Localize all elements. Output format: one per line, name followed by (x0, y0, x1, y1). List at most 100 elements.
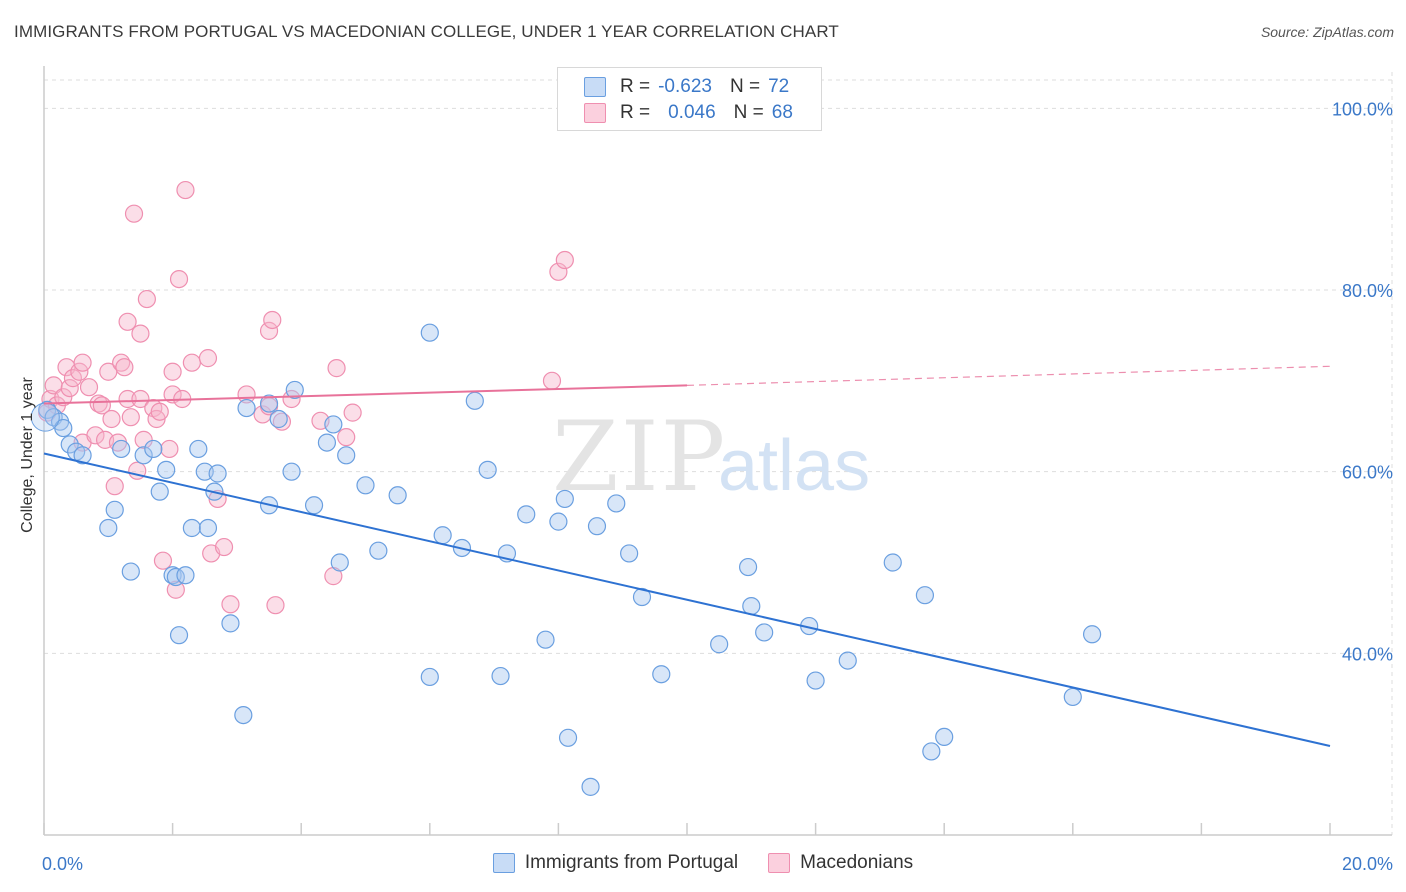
data-point (137, 289, 156, 309)
legend-swatch-blue (584, 77, 606, 97)
data-point (259, 394, 279, 413)
data-point (738, 557, 758, 577)
legend-swatch-pink (584, 103, 606, 123)
data-point (73, 446, 92, 465)
data-point (710, 635, 729, 654)
data-point (607, 494, 626, 513)
data-point (208, 464, 227, 483)
y-tick-label: 40.0% (1342, 644, 1393, 664)
data-point (549, 512, 568, 531)
data-point (237, 398, 256, 418)
data-point (176, 566, 195, 585)
watermark-zip: ZIP (552, 401, 727, 513)
legend-item-macedonians: Macedonians (768, 852, 913, 874)
data-point (337, 446, 356, 465)
data-point (221, 595, 240, 614)
data-point (121, 408, 140, 427)
y-tick-label: 60.0% (1342, 463, 1393, 483)
data-point (99, 518, 118, 538)
data-point (182, 518, 201, 538)
data-point (555, 489, 574, 509)
data-point (150, 482, 169, 501)
data-point (555, 250, 574, 270)
data-point (150, 402, 169, 421)
legend-n-value: 68 (771, 102, 793, 123)
data-point (118, 312, 137, 331)
data-point (73, 353, 92, 372)
data-point (935, 727, 954, 747)
data-point (163, 362, 182, 381)
legend-label-macedonians: Macedonians (800, 852, 914, 873)
data-point (285, 380, 304, 400)
data-point (282, 462, 301, 481)
data-point (189, 439, 208, 459)
legend-label-portugal: Immigrants from Portugal (524, 852, 739, 873)
data-point (304, 496, 324, 515)
data-point (121, 562, 140, 581)
data-point (134, 446, 153, 465)
series-portugal (30, 323, 1102, 796)
trend-lines (43, 365, 1331, 747)
data-point (266, 596, 285, 615)
data-point (131, 389, 150, 409)
data-point (420, 323, 439, 342)
data-point (478, 460, 497, 479)
data-point (1082, 625, 1102, 644)
legend-row-portugal: R = -0.623 N = 72 (584, 75, 789, 99)
legend-r-value: 0.046 (668, 102, 716, 123)
data-point (263, 310, 282, 330)
watermark: ZIP atlas (552, 401, 870, 513)
data-point (153, 551, 173, 570)
legend-r-value: -0.623 (658, 76, 712, 97)
trend-line-macedonians (43, 384, 688, 405)
data-point (272, 412, 292, 431)
data-point (198, 518, 218, 538)
data-point (118, 389, 137, 409)
data-point (54, 388, 73, 407)
data-point (157, 460, 176, 479)
legend-item-portugal: Immigrants from Portugal (492, 852, 739, 874)
data-point (465, 391, 484, 410)
trend-line-macedonians-extension (686, 365, 1331, 386)
data-point (60, 379, 79, 398)
data-point (327, 359, 346, 378)
legend-swatch-blue (492, 853, 515, 873)
data-point (214, 537, 234, 557)
data-point (176, 180, 195, 200)
data-point (259, 321, 279, 340)
x-tick-label: 20.0% (1342, 854, 1393, 874)
data-point (558, 728, 578, 747)
data-point (343, 403, 362, 422)
data-point (652, 665, 671, 684)
data-point (369, 541, 388, 560)
series-macedonians (38, 180, 574, 615)
correlation-legend: R = -0.623 N = 72 R = 0.046 N = 68 (557, 67, 822, 131)
source-label: Source: ZipAtlas.com (1260, 24, 1394, 40)
data-point (144, 439, 163, 459)
data-point (915, 586, 935, 605)
data-point (620, 544, 639, 563)
data-point (115, 358, 134, 377)
axes (43, 66, 1392, 836)
data-point (102, 409, 121, 429)
x-tick-label: 0.0% (42, 854, 83, 874)
data-point (330, 553, 349, 572)
data-point (587, 517, 607, 536)
legend-r-label: R = (620, 76, 651, 97)
data-point (337, 428, 356, 447)
data-point (491, 666, 510, 686)
data-point (317, 433, 337, 452)
legend-n-value: 72 (768, 76, 790, 97)
trend-line-portugal (43, 452, 1331, 747)
legend-swatch-pink (768, 853, 791, 873)
y-tick-label: 100.0% (1332, 99, 1393, 119)
data-point (105, 477, 124, 496)
data-point (433, 526, 452, 545)
data-point (420, 667, 439, 687)
data-point (86, 426, 105, 445)
data-point (89, 394, 108, 413)
data-point (356, 476, 375, 495)
y-tick-label: 80.0% (1342, 281, 1393, 301)
data-point (169, 626, 189, 645)
